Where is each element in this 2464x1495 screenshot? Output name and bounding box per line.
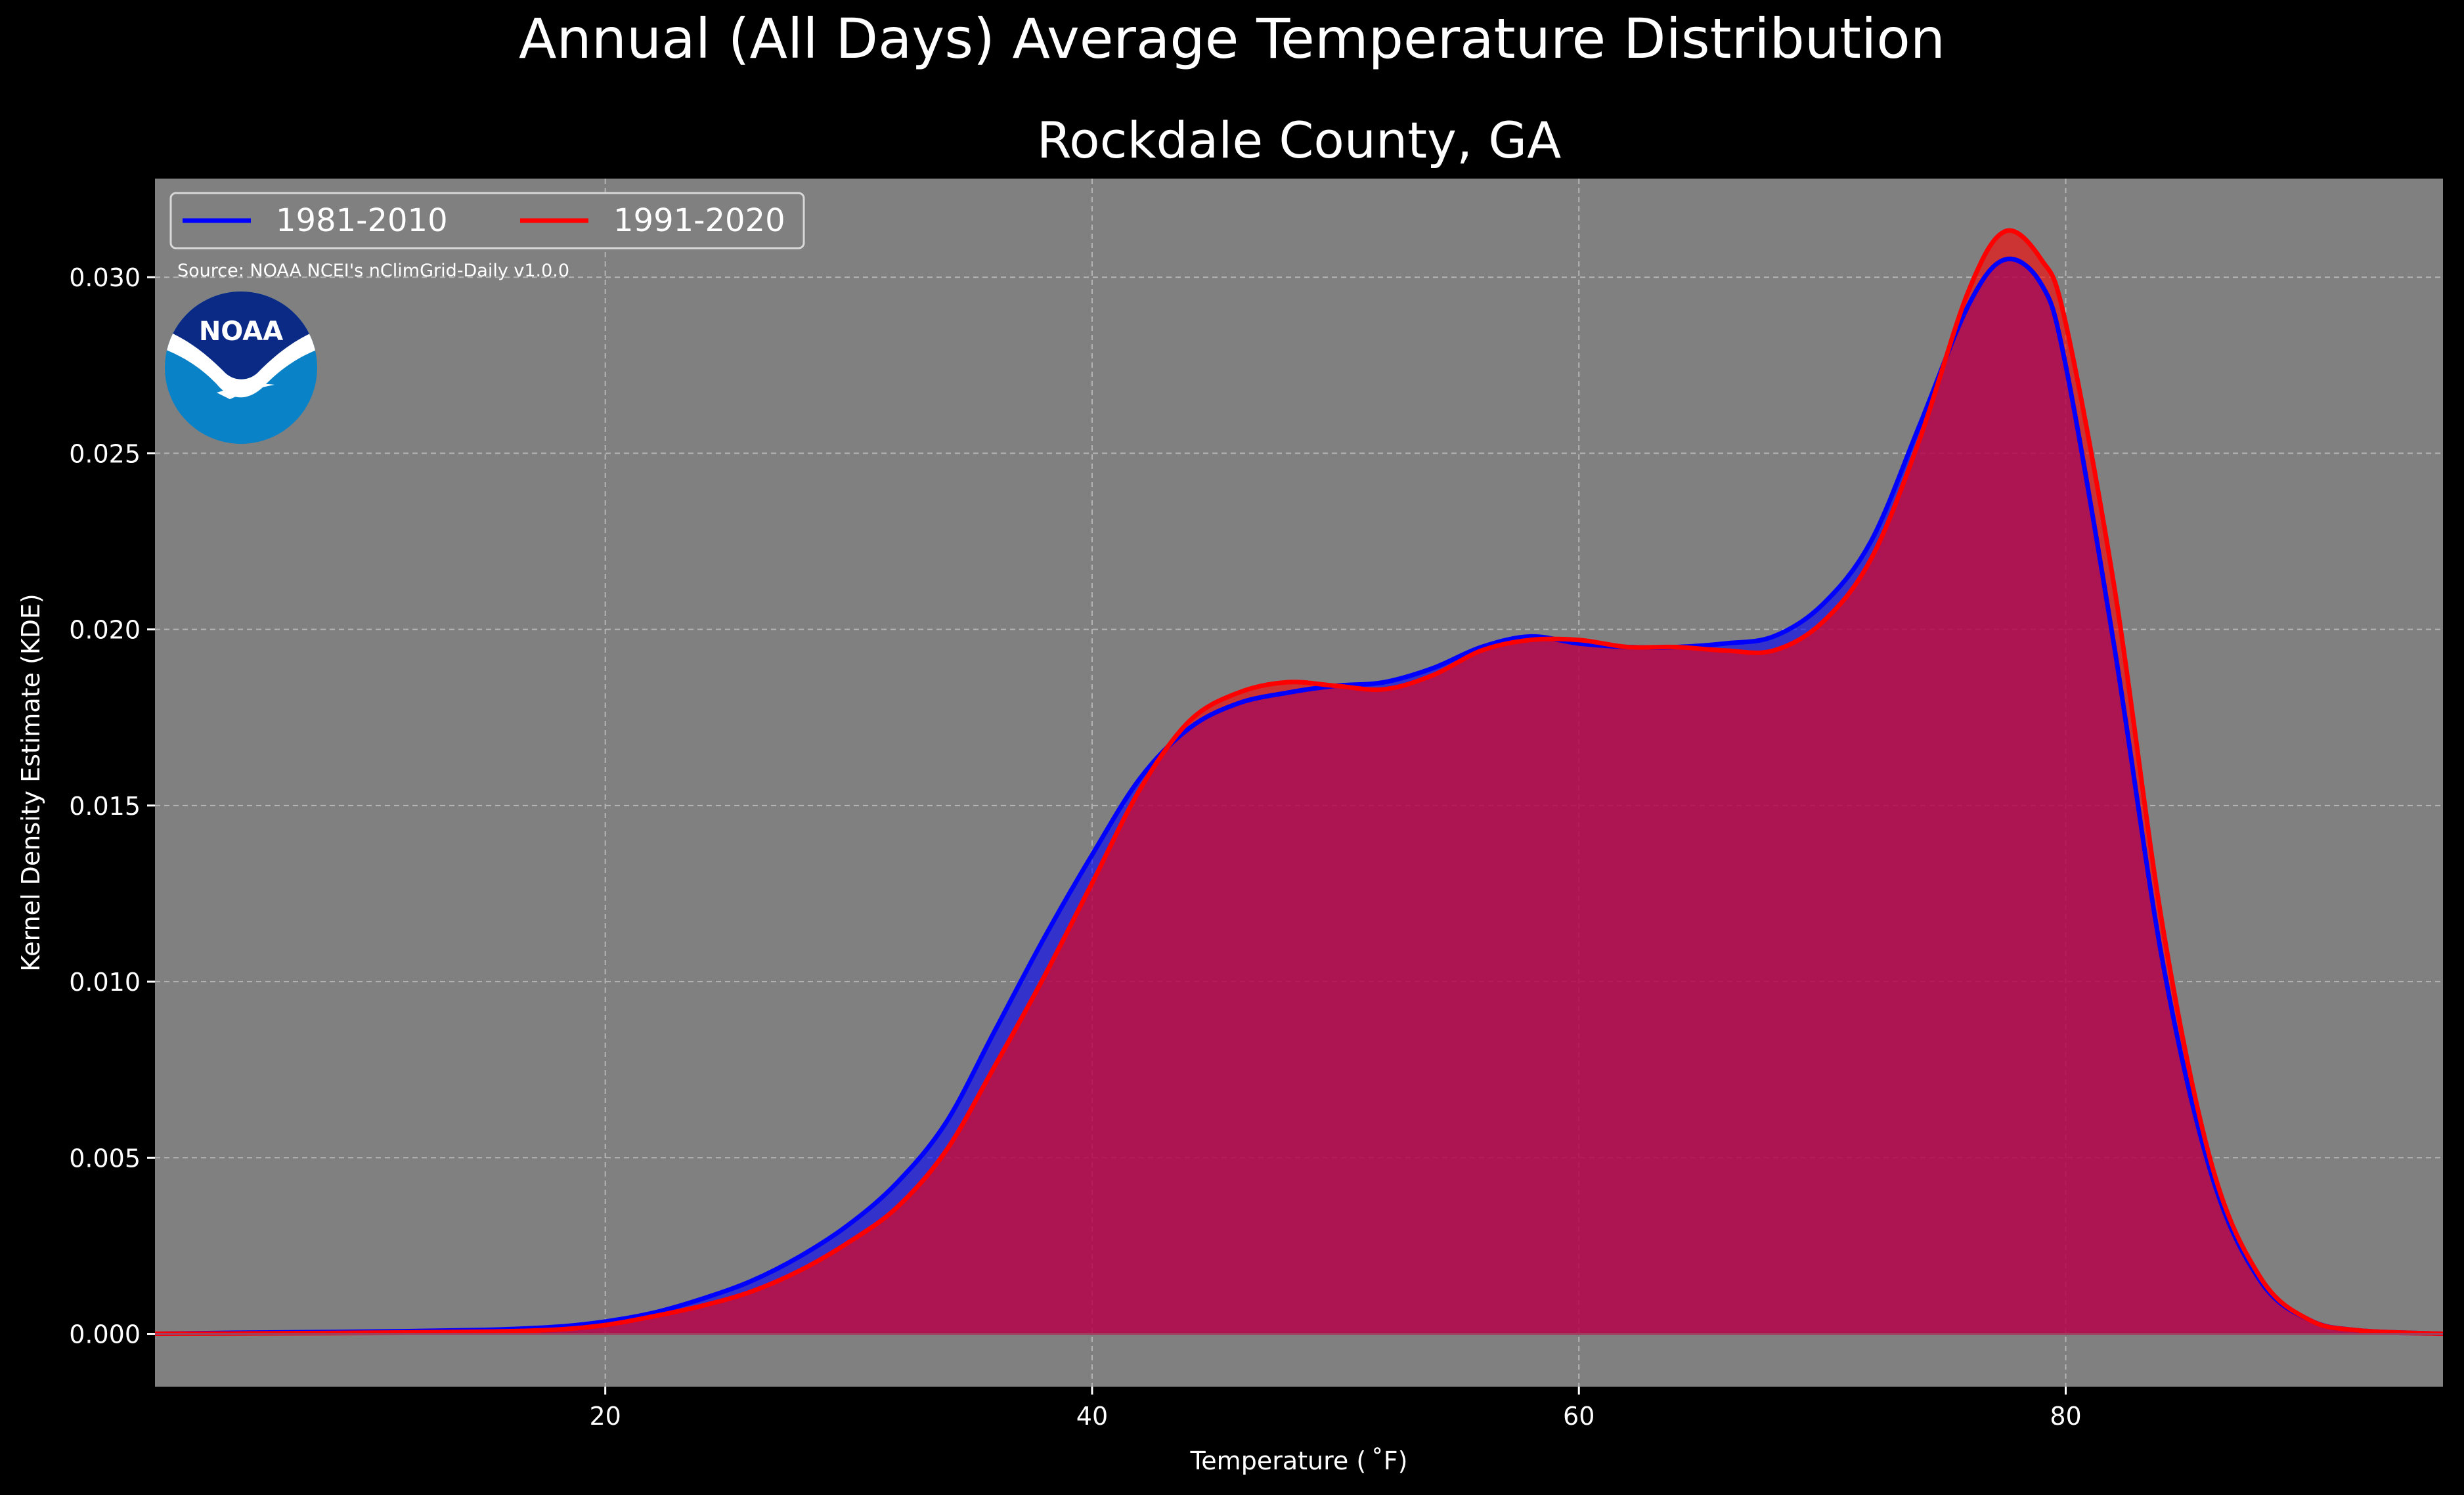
y-tick-label: 0.005 [69,1144,141,1173]
legend-frame [169,192,805,249]
y-axis-ticks: 0.000 0.005 0.010 0.015 0.020 0.025 0.030 [69,263,155,1349]
y-tick-label: 0.025 [69,439,141,468]
x-axis-ticks: 20 40 60 80 [590,1387,2082,1431]
y-axis-label: Kernel Density Estimate (KDE) [16,594,45,972]
density-lines [154,228,2444,1336]
chart-title: Rockdale County, GA [1037,111,1561,169]
y-tick-label: 0.010 [69,968,141,997]
y-tick-label: 0.030 [69,263,141,292]
source-note: Source: NOAA NCEI's nClimGrid-Daily v1.0… [177,261,569,281]
legend: 1981-2010 1991-2020 [169,192,805,249]
seagull-body-icon [217,383,275,399]
y-tick-label: 0.020 [69,616,141,645]
legend-label-1981-2010: 1981-2010 [276,202,448,239]
y-tick-label: 0.015 [69,792,141,821]
x-tick-label: 60 [1563,1402,1595,1431]
logo-text: NOAA [199,316,283,347]
seagull-icon [165,327,317,398]
logo-upper-band [165,292,317,379]
line-1981-2010 [154,256,2444,1336]
figure-title: Annual (All Days) Average Temperature Di… [519,7,1945,71]
noaa-logo: NOAA [165,292,317,444]
x-tick-label: 40 [1076,1402,1108,1431]
x-tick-label: 80 [2050,1402,2081,1431]
density-areas [155,230,2443,1334]
y-tick-label: 0.000 [69,1320,141,1349]
line-1991-2020 [154,228,2444,1336]
legend-label-1991-2020: 1991-2020 [613,202,785,239]
x-axis-label: Temperature ( ˚F) [1190,1446,1408,1475]
area-1991-2020 [155,230,2443,1334]
x-tick-label: 20 [590,1402,621,1431]
